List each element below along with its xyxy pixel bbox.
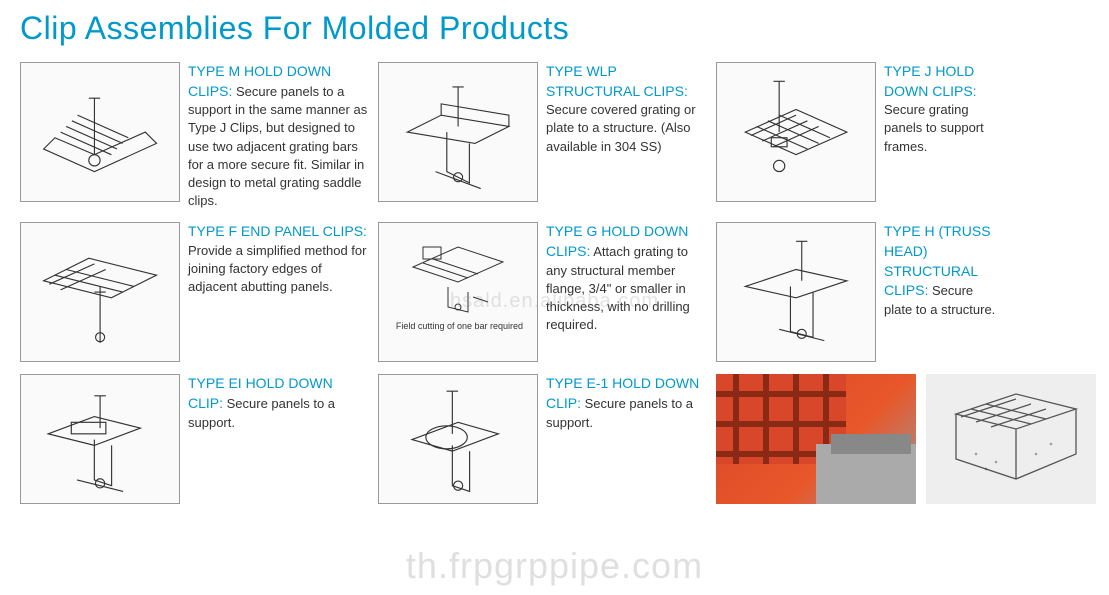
row-2: TYPE F END PANEL CLIPS: Provide a simpli… [20, 222, 1089, 362]
clip-f-title: TYPE F END PANEL CLIPS: [188, 223, 367, 239]
clip-type-e1: TYPE E-1 HOLD DOWN CLIP: Secure panels t… [378, 374, 706, 504]
watermark-bottom: th.frpgrppipe.com [0, 545, 1109, 587]
clip-wlp-text: TYPE WLP STRUCTURAL CLIPS: Secure covere… [546, 62, 706, 156]
clip-type-m: TYPE M HOLD DOWN CLIPS: Secure panels to… [20, 62, 368, 210]
clip-wlp-desc: Secure covered grating or plate to a str… [546, 102, 696, 153]
clip-type-j: TYPE J HOLD DOWN CLIPS: Secure grating p… [716, 62, 1004, 210]
clip-type-ei: TYPE EI HOLD DOWN CLIP: Secure panels to… [20, 374, 368, 504]
clip-j-title: TYPE J HOLD DOWN CLIPS: [884, 63, 977, 99]
clip-e1-text: TYPE E-1 HOLD DOWN CLIP: Secure panels t… [546, 374, 706, 431]
clip-m-text: TYPE M HOLD DOWN CLIPS: Secure panels to… [188, 62, 368, 210]
clip-e1-illustration [378, 374, 538, 504]
clip-m-desc: Secure panels to a support in the same m… [188, 84, 367, 209]
row-3: TYPE EI HOLD DOWN CLIP: Secure panels to… [20, 374, 1089, 504]
row-1: TYPE M HOLD DOWN CLIPS: Secure panels to… [20, 62, 1089, 210]
clip-f-desc: Provide a simplified method for joining … [188, 243, 366, 294]
page-title: Clip Assemblies For Molded Products [20, 10, 1089, 47]
clip-h-text: TYPE H (TRUSS HEAD) STRUCTURAL CLIPS: Se… [884, 222, 1004, 319]
clip-m-illustration [20, 62, 180, 202]
clip-type-h: TYPE H (TRUSS HEAD) STRUCTURAL CLIPS: Se… [716, 222, 1004, 362]
clips-grid: TYPE M HOLD DOWN CLIPS: Secure panels to… [20, 62, 1089, 504]
clip-g-text: TYPE G HOLD DOWN CLIPS: Attach grating t… [546, 222, 706, 334]
clip-type-g: Field cutting of one bar required TYPE G… [378, 222, 706, 362]
clip-g-illustration: Field cutting of one bar required [378, 222, 538, 362]
clip-j-illustration [716, 62, 876, 202]
clip-type-wlp: TYPE WLP STRUCTURAL CLIPS: Secure covere… [378, 62, 706, 210]
clip-g-note: Field cutting of one bar required [383, 322, 533, 332]
clip-f-illustration [20, 222, 180, 362]
grating-photo [716, 374, 916, 504]
clip-type-f: TYPE F END PANEL CLIPS: Provide a simpli… [20, 222, 368, 362]
clip-f-text: TYPE F END PANEL CLIPS: Provide a simpli… [188, 222, 368, 296]
grating-sketch [926, 374, 1096, 504]
clip-wlp-title: TYPE WLP STRUCTURAL CLIPS: [546, 63, 688, 99]
clip-wlp-illustration [378, 62, 538, 202]
clip-j-text: TYPE J HOLD DOWN CLIPS: Secure grating p… [884, 62, 1004, 156]
clip-ei-text: TYPE EI HOLD DOWN CLIP: Secure panels to… [188, 374, 368, 431]
clip-j-desc: Secure grating panels to support frames. [884, 102, 984, 153]
clip-ei-illustration [20, 374, 180, 504]
clip-h-illustration [716, 222, 876, 362]
